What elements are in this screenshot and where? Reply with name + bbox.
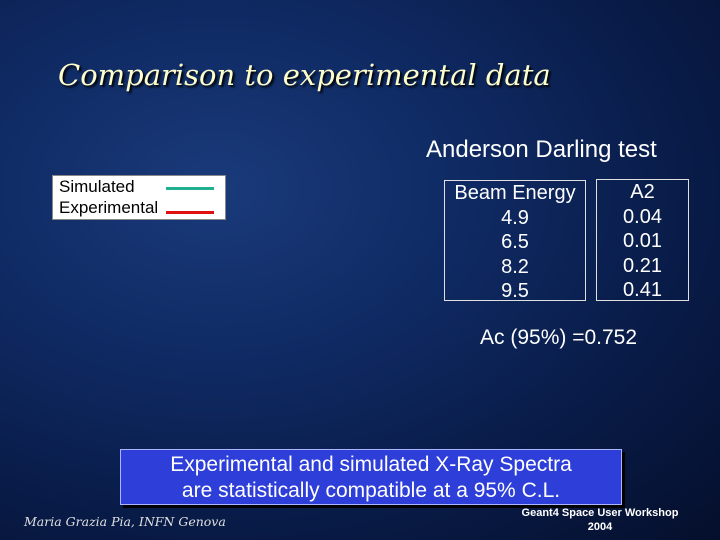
beam-energy-value: 8.2	[501, 255, 529, 278]
a2-header: A2	[630, 181, 655, 203]
a2-value: 0.01	[623, 230, 662, 252]
legend: Simulated Experimental	[52, 175, 226, 220]
author-footer: Maria Grazia Pia, INFN Genova	[24, 514, 226, 529]
conference-name: Geant4 Space User Workshop	[521, 507, 679, 519]
a2-value: 0.04	[623, 205, 662, 228]
slide-subtitle: Anderson Darling test	[426, 136, 657, 163]
legend-label-experimental: Experimental	[59, 198, 159, 217]
conclusion-line-1: Experimental and simulated X-Ray Spectra	[170, 453, 572, 476]
beam-energy-value: 4.9	[501, 206, 529, 229]
a2-value: 0.21	[623, 254, 662, 277]
legend-line-experimental	[166, 211, 214, 214]
conference-footer: Geant4 Space User Workshop 2004	[502, 506, 698, 534]
conclusion-box: Experimental and simulated X-Ray Spectra…	[120, 449, 622, 505]
beam-energy-value: 6.5	[501, 231, 529, 253]
critical-value: Ac (95%) =0.752	[480, 326, 638, 349]
slide-title: Comparison to experimental data	[58, 58, 551, 92]
conclusion-line-2: are statistically compatible at a 95% C.…	[181, 479, 561, 502]
legend-label-simulated: Simulated	[59, 177, 135, 196]
a2-column: A2 0.04 0.01 0.21 0.41	[596, 179, 689, 301]
a2-value: 0.41	[623, 279, 662, 301]
legend-line-simulated	[166, 187, 214, 190]
conference-year: 2004	[587, 521, 613, 533]
beam-energy-header: Beam Energy	[454, 182, 576, 204]
beam-energy-column: Beam Energy 4.9 6.5 8.2 9.5	[444, 180, 586, 302]
beam-energy-value: 9.5	[501, 280, 529, 302]
